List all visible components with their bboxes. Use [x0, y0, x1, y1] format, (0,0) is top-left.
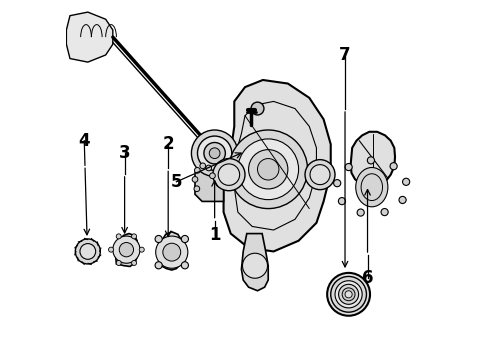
Polygon shape [351, 132, 395, 185]
Circle shape [109, 247, 114, 252]
Circle shape [305, 159, 335, 190]
Circle shape [258, 158, 279, 180]
Text: 4: 4 [78, 132, 90, 150]
Polygon shape [242, 234, 268, 291]
Circle shape [139, 247, 144, 252]
Circle shape [368, 157, 374, 164]
Circle shape [357, 209, 364, 216]
Circle shape [342, 288, 355, 301]
Circle shape [197, 136, 232, 170]
Polygon shape [195, 155, 223, 202]
Circle shape [181, 235, 189, 243]
Circle shape [163, 243, 181, 261]
Circle shape [200, 163, 206, 169]
Polygon shape [223, 80, 331, 251]
Circle shape [116, 234, 121, 239]
Text: 3: 3 [119, 144, 130, 162]
Polygon shape [66, 12, 113, 62]
Circle shape [243, 253, 268, 278]
Circle shape [206, 165, 212, 171]
Circle shape [181, 262, 189, 269]
Circle shape [345, 163, 352, 171]
Circle shape [339, 284, 359, 304]
Text: 1: 1 [209, 226, 221, 244]
Circle shape [192, 176, 198, 182]
Circle shape [218, 164, 240, 185]
Circle shape [155, 235, 162, 243]
Circle shape [75, 239, 100, 264]
Circle shape [132, 261, 137, 265]
Circle shape [251, 102, 264, 115]
Polygon shape [160, 232, 182, 270]
Circle shape [156, 236, 188, 268]
Ellipse shape [356, 167, 388, 207]
Circle shape [403, 178, 410, 185]
Circle shape [327, 273, 370, 316]
Circle shape [335, 281, 362, 308]
Circle shape [238, 139, 298, 200]
Polygon shape [116, 234, 138, 266]
Circle shape [113, 236, 140, 263]
Circle shape [381, 208, 388, 216]
Circle shape [119, 243, 134, 257]
Text: 5: 5 [171, 173, 182, 191]
Circle shape [194, 186, 200, 192]
Circle shape [116, 261, 121, 265]
Circle shape [339, 198, 345, 205]
Circle shape [334, 180, 341, 187]
Circle shape [80, 244, 96, 259]
Circle shape [195, 167, 200, 173]
Text: 7: 7 [339, 46, 351, 64]
Circle shape [229, 130, 308, 208]
Circle shape [331, 276, 367, 312]
Circle shape [345, 291, 352, 298]
Circle shape [310, 165, 330, 185]
Circle shape [192, 130, 238, 176]
Circle shape [399, 196, 406, 203]
Circle shape [213, 158, 245, 191]
Text: 6: 6 [362, 269, 373, 287]
Circle shape [132, 234, 137, 239]
Circle shape [210, 173, 215, 179]
Text: 2: 2 [162, 135, 174, 153]
Circle shape [209, 148, 220, 158]
Circle shape [390, 163, 397, 170]
Circle shape [155, 262, 162, 269]
Circle shape [204, 143, 225, 164]
Circle shape [248, 150, 288, 189]
